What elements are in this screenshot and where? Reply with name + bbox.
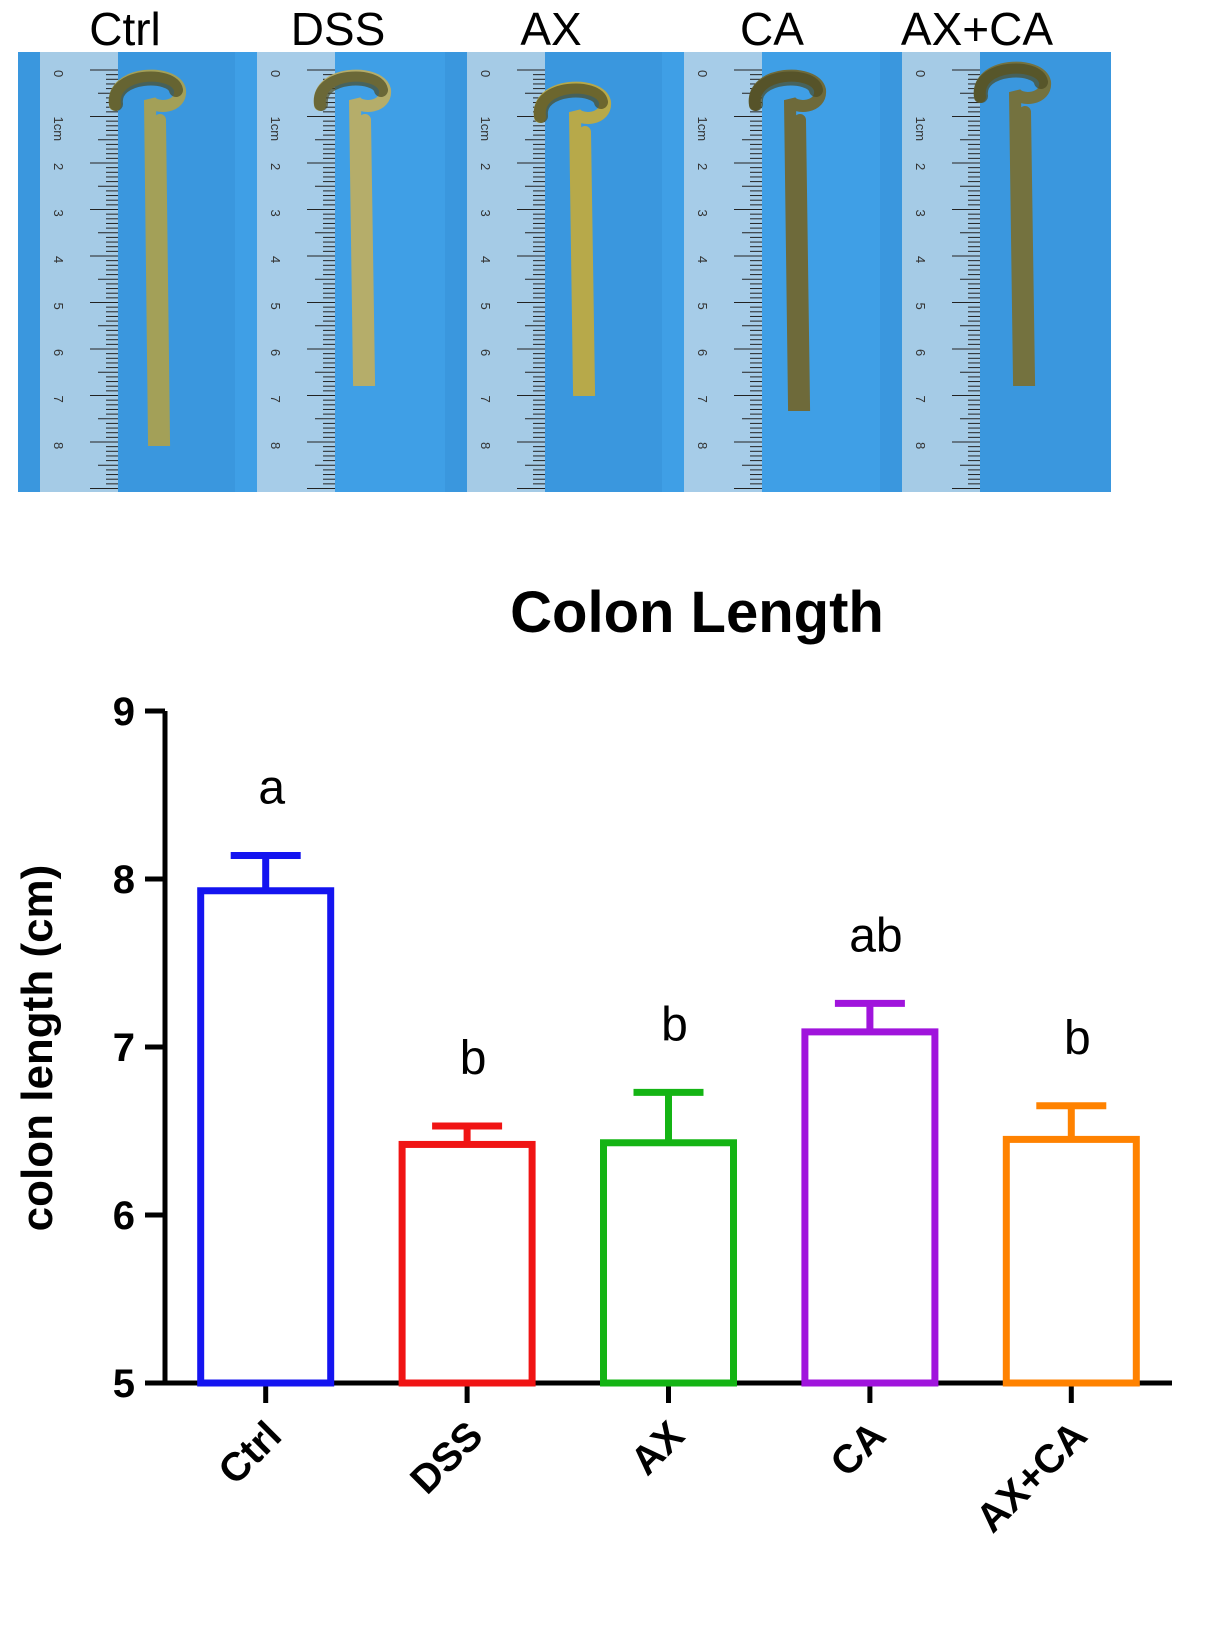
y-tick-label: 7 <box>113 1026 135 1070</box>
x-tick-labels: Ctrl DSS AX CA AX+CA <box>210 1413 1095 1541</box>
ruler-number: 3 <box>913 210 928 217</box>
photo-label: AX <box>520 3 581 55</box>
ruler-number: 5 <box>695 303 710 310</box>
ruler-number: 6 <box>268 349 283 356</box>
ruler-number: 8 <box>695 442 710 449</box>
ruler-number: 5 <box>268 303 283 310</box>
ruler-number: 4 <box>695 256 710 263</box>
ruler-number: 0 <box>268 70 283 77</box>
cecum <box>748 71 823 111</box>
ruler-number: 8 <box>913 442 928 449</box>
ruler-number: 4 <box>478 256 493 263</box>
x-tick-label: CA <box>822 1413 894 1485</box>
ruler-number: 8 <box>478 442 493 449</box>
ruler-number: 6 <box>51 349 66 356</box>
cecum <box>973 63 1048 103</box>
ruler-number: 7 <box>51 396 66 403</box>
ruler-number: 3 <box>268 210 283 217</box>
ruler-number: 1cm <box>268 117 283 142</box>
cecum <box>533 83 608 123</box>
ruler-number: 0 <box>913 70 928 77</box>
photo-panels: 0 1cm 2 3 4 5 6 7 8 0 1cm 2 3 4 5 6 7 8 0 1cm 2 3 4 5 6 7 8 0 1cm 2 3 4… <box>18 52 1111 492</box>
significance-label: b <box>1064 1012 1091 1065</box>
ruler-number: 7 <box>268 396 283 403</box>
significance-label: ab <box>849 909 902 962</box>
ruler-number: 7 <box>913 396 928 403</box>
y-axis: 5 6 7 8 9 <box>113 690 168 1406</box>
ruler-number: 4 <box>913 256 928 263</box>
significance-label: b <box>661 998 688 1051</box>
ruler-number: 1cm <box>478 117 493 142</box>
x-tick-label: AX+CA <box>968 1413 1096 1541</box>
ruler-number: 7 <box>695 396 710 403</box>
ruler-number: 3 <box>695 210 710 217</box>
photo-label: Ctrl <box>89 3 161 55</box>
photo-panel: 0 1cm 2 3 4 5 6 7 8 <box>18 52 235 492</box>
cecum <box>313 71 388 111</box>
cecum <box>108 71 183 111</box>
y-axis-label: colon length (cm) <box>13 865 62 1232</box>
ruler-number: 2 <box>913 163 928 170</box>
ruler-number: 5 <box>51 303 66 310</box>
bar <box>600 1139 737 1387</box>
ruler-number: 7 <box>478 396 493 403</box>
ruler-number: 3 <box>51 210 66 217</box>
bars <box>197 887 1140 1387</box>
ruler-number: 6 <box>478 349 493 356</box>
y-tick-label: 9 <box>113 690 135 734</box>
bar <box>801 1028 939 1387</box>
photo-label: CA <box>740 3 804 55</box>
significance-label: a <box>258 761 285 814</box>
y-tick-label: 5 <box>113 1362 135 1406</box>
ruler-number: 0 <box>51 70 66 77</box>
ruler-number: 3 <box>478 210 493 217</box>
photo-labels: Ctrl DSS AX CA AX+CA <box>89 3 1053 55</box>
x-tick-label: DSS <box>402 1413 491 1502</box>
ruler-number: 1cm <box>695 117 710 142</box>
y-tick-label: 8 <box>113 858 135 902</box>
ruler-number: 4 <box>268 256 283 263</box>
colon-photo: 0 1cm 2 3 4 5 6 7 8 0 1cm 2 3 4 5 6 7 8 0 1cm 2 3 4 5 6 7 8 0 1cm 2 3 4… <box>18 3 1111 492</box>
ruler-number: 2 <box>478 163 493 170</box>
bar <box>1002 1135 1140 1387</box>
y-tick-label: 6 <box>113 1194 135 1238</box>
x-tick-label: AX <box>622 1413 693 1484</box>
ruler-number: 1cm <box>51 117 66 142</box>
ruler-number: 8 <box>51 442 66 449</box>
bar <box>197 887 335 1387</box>
ruler-number: 2 <box>695 163 710 170</box>
chart-title: Colon Length <box>510 580 884 645</box>
ruler-number: 5 <box>913 303 928 310</box>
significance-label: b <box>460 1032 487 1085</box>
bar <box>398 1140 536 1387</box>
ruler-number: 6 <box>695 349 710 356</box>
photo-panel: 0 1cm 2 3 4 5 6 7 8 <box>235 52 445 492</box>
ruler-number: 8 <box>268 442 283 449</box>
photo-label: DSS <box>291 3 386 55</box>
photo-panel: 0 1cm 2 3 4 5 6 7 8 <box>880 52 1111 492</box>
ruler-number: 2 <box>268 163 283 170</box>
ruler-number: 4 <box>51 256 66 263</box>
ruler-number: 0 <box>478 70 493 77</box>
error-bars <box>230 851 1107 1145</box>
ruler-number: 0 <box>695 70 710 77</box>
x-tick-label: Ctrl <box>210 1413 290 1493</box>
ruler-number: 6 <box>913 349 928 356</box>
photo-panel: 0 1cm 2 3 4 5 6 7 8 <box>662 52 880 492</box>
ruler-number: 1cm <box>913 117 928 142</box>
ruler-number: 5 <box>478 303 493 310</box>
photo-label: AX+CA <box>901 3 1053 55</box>
photo-panel: 0 1cm 2 3 4 5 6 7 8 <box>445 52 662 492</box>
ruler-number: 2 <box>51 163 66 170</box>
